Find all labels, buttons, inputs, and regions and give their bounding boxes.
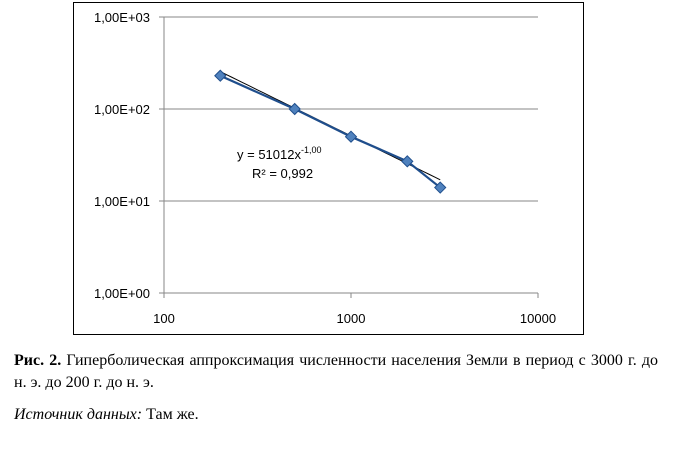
data-point [288,102,301,116]
data-point [434,181,447,194]
data-point [214,69,227,82]
y-tick-label: 1,00E+02 [94,102,150,117]
figure-caption: Рис. 2. Гиперболическая аппроксимация чи… [14,350,658,394]
chart-svg: 1,00E+00 1,00E+01 1,00E+02 1,00E+03 100 1000 1… [94,10,556,326]
x-tick-label: 1000 [337,311,366,326]
chart-area: 1,00E+00 1,00E+01 1,00E+02 1,00E+03 100 1000 1… [73,2,584,335]
y-tick-label: 1,00E+01 [94,194,150,209]
source-label: Источник данных: [14,406,143,423]
x-tick-label: 100 [153,311,175,326]
data-point [401,155,414,168]
source-text: Там же. [142,406,199,423]
y-tick-label: 1,00E+00 [94,286,150,301]
figure-label: Рис. 2. [14,352,62,369]
figure-text: Гиперболическая аппроксимация численност… [14,352,659,391]
y-tick-label: 1,00E+03 [94,10,150,25]
r-squared-label: R² = 0,992 [252,166,313,181]
trendline-equation: y = 51012x-1,00 [237,145,321,162]
data-point [344,130,358,143]
x-tick-label: 10000 [520,311,556,326]
source-note: Источник данных: Там же. [14,404,658,426]
